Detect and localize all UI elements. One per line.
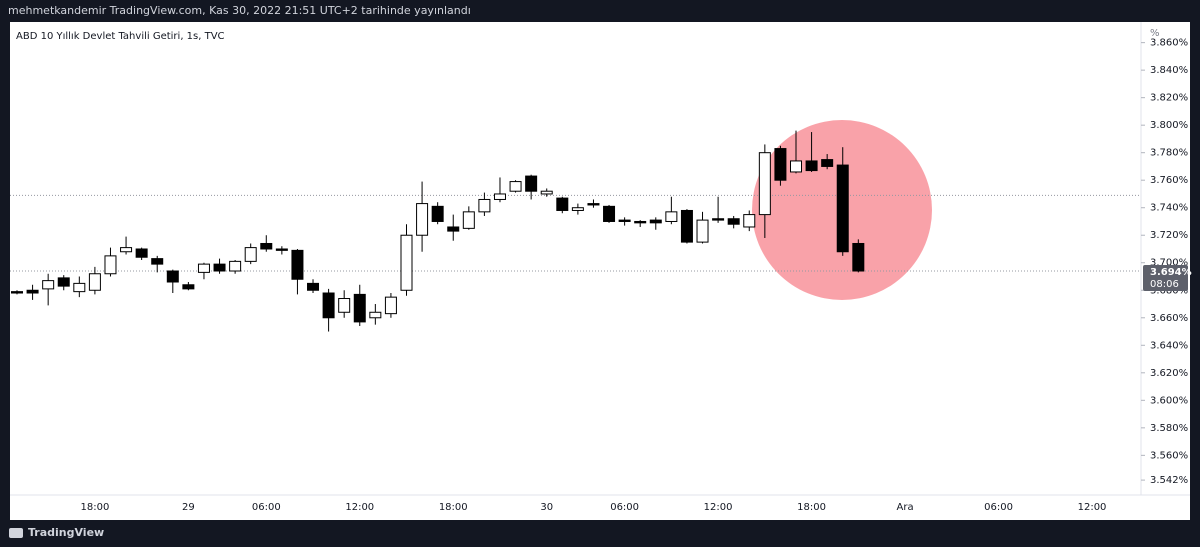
candle-body xyxy=(353,293,366,323)
footer: TradingView xyxy=(28,526,104,539)
y-tick-label: 3.840% xyxy=(1150,65,1188,76)
candle-body xyxy=(57,277,70,287)
last-price-label: 3.694% xyxy=(1150,267,1192,278)
header: mehmetkandemir TradingView.com, Kas 30, … xyxy=(8,4,471,17)
last-price-badge xyxy=(1143,265,1188,291)
candle-body xyxy=(120,247,133,253)
candle-body xyxy=(462,211,475,229)
footer-logo: TradingView xyxy=(9,526,104,539)
y-tick-label: 3.760% xyxy=(1150,175,1188,186)
y-tick-label: 3.542% xyxy=(1150,475,1188,486)
candle-body xyxy=(229,260,242,272)
candle-body xyxy=(307,282,320,291)
candle-body xyxy=(135,248,148,258)
candle-body xyxy=(743,214,756,228)
candle-body xyxy=(291,249,304,280)
x-tick-label: 06:00 xyxy=(252,502,281,513)
candle-body xyxy=(556,197,569,211)
candle-body xyxy=(603,205,616,222)
y-tick-label: 3.740% xyxy=(1150,203,1188,214)
y-tick-label: 3.800% xyxy=(1150,120,1188,131)
countdown: 08:06 xyxy=(1150,279,1179,290)
candle-body xyxy=(525,175,538,192)
candle-body xyxy=(618,219,631,222)
y-tick-label: 3.780% xyxy=(1150,148,1188,159)
candle-body xyxy=(649,219,662,224)
x-tick-label: 29 xyxy=(182,502,195,513)
candle-body xyxy=(836,164,849,253)
candle-body xyxy=(478,198,491,213)
y-tick-label: 3.620% xyxy=(1150,368,1188,379)
candle-body xyxy=(712,218,725,221)
x-tick-label: 18:00 xyxy=(80,502,109,513)
candle-body xyxy=(509,181,522,192)
candle-body xyxy=(790,160,802,173)
candle-body xyxy=(758,152,771,216)
candle-body xyxy=(384,296,397,315)
candle-body xyxy=(540,190,553,195)
candle-body xyxy=(151,258,164,265)
candle-body xyxy=(104,255,117,275)
candle-body xyxy=(260,242,273,250)
candle-body xyxy=(197,263,210,273)
y-tick-label: 3.720% xyxy=(1150,230,1188,241)
candle-body xyxy=(338,298,351,313)
y-tick-label: 3.660% xyxy=(1150,313,1188,324)
candle-body xyxy=(774,148,787,181)
candle-body xyxy=(587,203,600,206)
y-tick-label: 3.640% xyxy=(1150,340,1188,351)
x-tick-label: 18:00 xyxy=(797,502,826,513)
x-tick-label: 12:00 xyxy=(345,502,374,513)
candle-body xyxy=(634,220,647,224)
x-tick-label: 06:00 xyxy=(610,502,639,513)
candle-body xyxy=(369,311,382,319)
candle-body xyxy=(680,209,693,243)
logo-icon xyxy=(9,528,23,538)
candle-body xyxy=(431,205,444,222)
x-tick-label: 12:00 xyxy=(1078,502,1107,513)
candle-body xyxy=(88,273,101,291)
candle-body xyxy=(182,284,195,290)
candle-body xyxy=(805,160,818,172)
candle-body xyxy=(571,207,584,211)
x-tick-label: 18:00 xyxy=(439,502,468,513)
x-tick-label: Ara xyxy=(897,502,914,513)
candle-body xyxy=(244,247,257,262)
candle-body xyxy=(493,193,506,200)
y-tick-label: 3.600% xyxy=(1150,395,1188,406)
x-tick-label: 06:00 xyxy=(984,502,1013,513)
x-tick-label: 12:00 xyxy=(704,502,733,513)
candle-body xyxy=(447,226,460,232)
candle-body xyxy=(416,203,429,236)
y-tick-label: 3.580% xyxy=(1150,423,1188,434)
y-tick-label: 3.560% xyxy=(1150,450,1188,461)
x-tick-label: 30 xyxy=(540,502,553,513)
marks: 3.542% 3.560% 3.580% 3.600% 3.620% 3.640% 3.66… xyxy=(10,38,1192,513)
candle-body xyxy=(73,282,86,293)
candle-body xyxy=(11,291,23,294)
chart-title: ABD 10 Yıllık Devlet Tahvili Getiri, 1s,… xyxy=(16,31,225,42)
candle-body xyxy=(727,218,740,225)
candle-body xyxy=(400,234,413,291)
candle-body xyxy=(213,263,226,272)
candle-body xyxy=(665,211,678,222)
candle-body xyxy=(166,270,179,283)
candle-body xyxy=(26,289,39,294)
candle-body xyxy=(42,280,55,290)
candle-body xyxy=(322,292,335,319)
y-tick-label: 3.700% xyxy=(1150,258,1188,269)
candle-body xyxy=(275,248,288,251)
candle-body xyxy=(852,242,865,272)
y-axis-label: % xyxy=(1150,28,1160,39)
y-tick-label: 3.820% xyxy=(1150,93,1188,104)
candle-body xyxy=(821,159,834,167)
y-tick-label: 3.860% xyxy=(1150,38,1188,49)
candle-body xyxy=(696,219,709,243)
